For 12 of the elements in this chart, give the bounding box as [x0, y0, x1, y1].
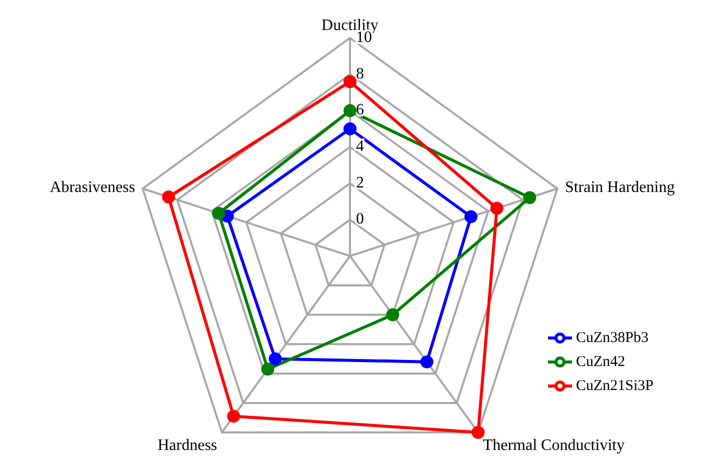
y-tick-label: 4 — [356, 138, 364, 155]
y-tick-label: 2 — [356, 174, 364, 192]
legend-label: CuZn21Si3P — [576, 378, 654, 394]
legend-label: CuZn38Pb3 — [576, 330, 649, 346]
y-tick-label: 0 — [356, 210, 364, 228]
spoke-label: Strain Hardening — [564, 178, 675, 196]
spoke-label: Thermal Conductivity — [482, 437, 625, 454]
legend-label: CuZn42 — [576, 354, 626, 370]
y-tick-label: 6 — [356, 102, 364, 119]
y-tick-label: 8 — [356, 65, 364, 82]
spoke-label: Abrasiveness — [50, 178, 136, 196]
spoke-label: Hardness — [158, 437, 218, 454]
